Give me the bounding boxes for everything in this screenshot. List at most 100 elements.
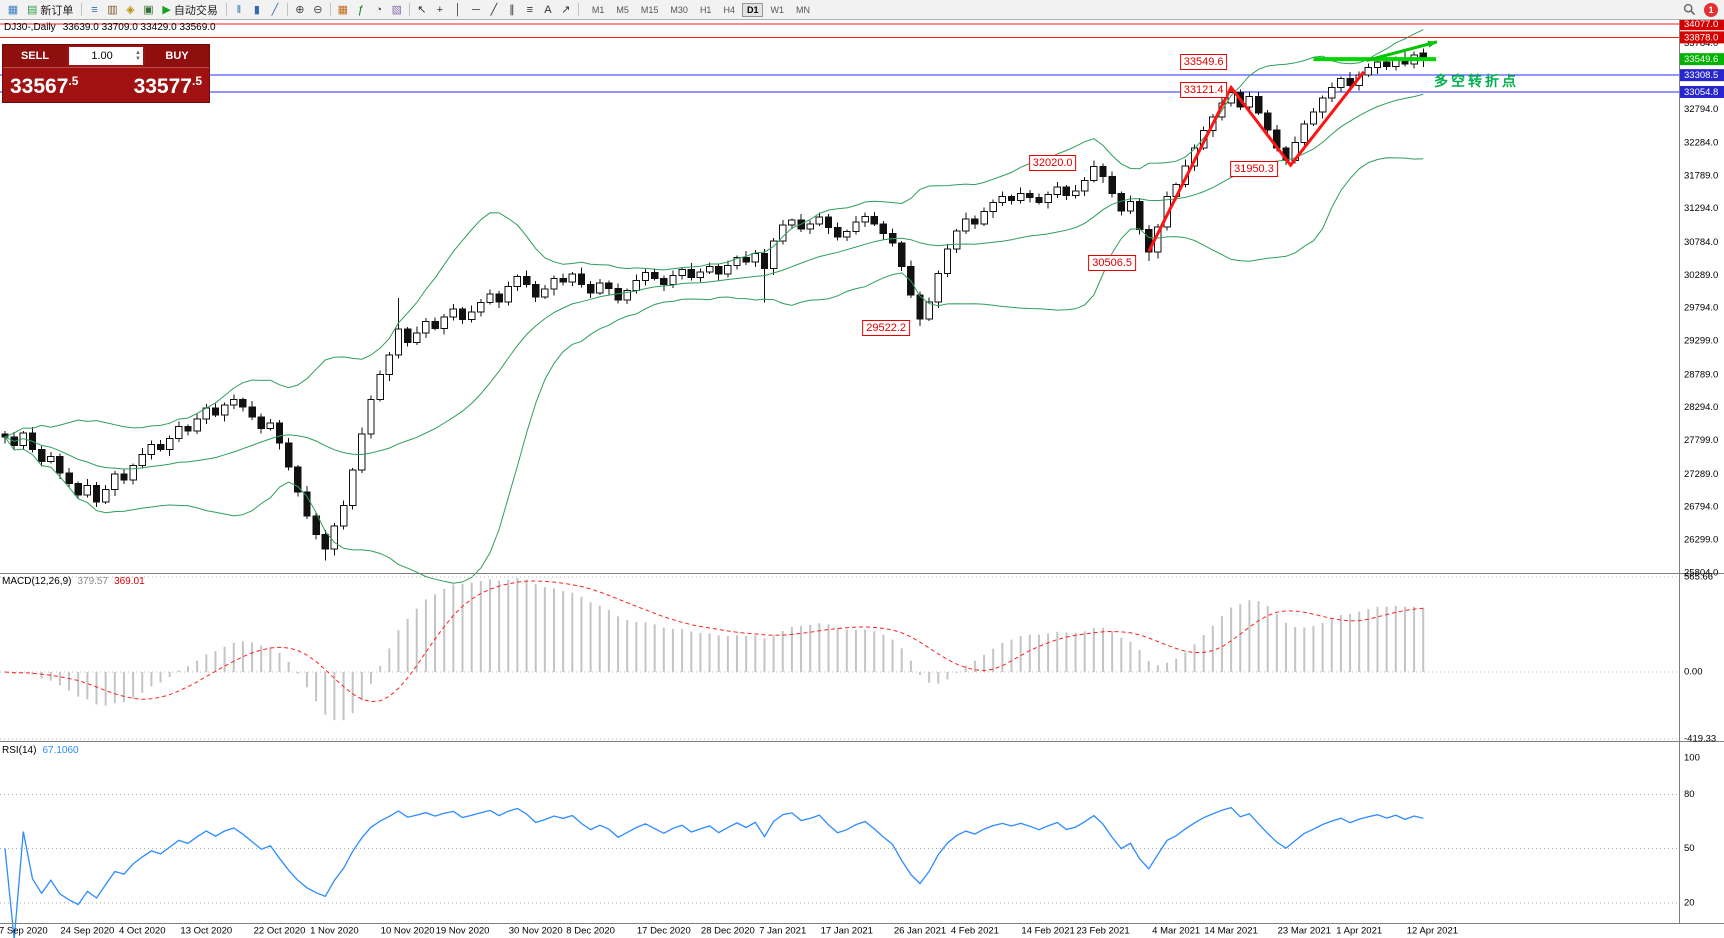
- autotrading-button[interactable]: ▶ 自动交易: [157, 1, 222, 19]
- timeframe-group: M1 M5 M15 M30 H1 H4 D1 W1 MN: [586, 2, 816, 17]
- navigator-icon[interactable]: ◈: [126, 3, 135, 16]
- price-axis-label: 29794.0: [1684, 303, 1718, 314]
- timeframe-w1[interactable]: W1: [770, 4, 784, 15]
- crosshair-icon[interactable]: +: [436, 3, 444, 16]
- templates-icon[interactable]: ▧: [391, 3, 403, 16]
- price-axis-label: 32284.0: [1684, 138, 1718, 149]
- macd-axis-label: 565.66: [1684, 572, 1713, 583]
- arrows-icon[interactable]: ↗: [561, 3, 571, 16]
- price-tag: [1680, 18, 1724, 31]
- candlestick-chart-icon[interactable]: ▮: [253, 3, 260, 16]
- tile-windows-icon[interactable]: ▦: [337, 3, 349, 16]
- rsi-pane: [0, 793, 1679, 938]
- horizontal-line-icon[interactable]: ─: [471, 3, 480, 16]
- date-axis-label: 14 Feb 2021: [1021, 926, 1074, 937]
- timeframe-d1[interactable]: D1: [741, 2, 764, 17]
- date-axis-label: 14 Mar 2021: [1204, 926, 1257, 937]
- timeframe-h4[interactable]: H4: [723, 4, 735, 15]
- timeframe-m1[interactable]: M1: [591, 4, 605, 15]
- date-axis-label: 8 Dec 2020: [566, 926, 615, 937]
- toolbar-right: 1: [1680, 2, 1720, 18]
- zoom-out-icon[interactable]: ⊖: [313, 3, 323, 16]
- price-axis-label: 32794.0: [1684, 104, 1718, 115]
- terminal-icon[interactable]: ▣: [143, 3, 154, 16]
- autotrading-button-label: 自动交易: [173, 4, 218, 17]
- periods-icon[interactable]: ◔: [375, 3, 383, 16]
- indicators-icon[interactable]: ƒ: [357, 3, 364, 16]
- date-axis-label: 19 Nov 2020: [436, 926, 490, 937]
- price-axis-label: 31789.0: [1684, 170, 1718, 181]
- chart-title: DJ30-,Daily 33639.0 33709.0 33429.0 33569…: [4, 22, 216, 33]
- price-tag-value: 34077.0: [1684, 19, 1718, 30]
- date-axis-label: 22 Oct 2020: [254, 926, 306, 937]
- bollinger-upper: [4, 29, 1424, 438]
- volume-stepper[interactable]: 1.00 ▲ ▼: [69, 47, 143, 65]
- new-order-button-label: 新订单: [40, 4, 74, 17]
- new-chart-icon[interactable]: ▦: [7, 3, 19, 16]
- date-axis-label: 4 Oct 2020: [119, 926, 165, 937]
- line-chart-icon[interactable]: ╱: [271, 3, 279, 16]
- macd-axis-label: -419.33: [1684, 734, 1716, 745]
- bar-chart-icon[interactable]: ‖: [236, 3, 242, 16]
- toolbar-separator: [577, 3, 579, 16]
- market-watch-icon[interactable]: ≡: [91, 3, 98, 16]
- text-icon[interactable]: A: [544, 3, 552, 16]
- timeframe-mn[interactable]: MN: [795, 4, 810, 15]
- volume-value[interactable]: 1.00: [91, 50, 113, 62]
- channel-icon[interactable]: ∥: [509, 3, 515, 16]
- zoom-in-icon[interactable]: ⊕: [295, 3, 305, 16]
- up-arrow: [1366, 40, 1438, 62]
- date-axis-label: 1 Apr 2021: [1336, 926, 1382, 937]
- price-tag: [1680, 31, 1724, 44]
- data-window-icon[interactable]: ▥: [107, 3, 118, 16]
- volume-up-icon[interactable]: ▲: [135, 50, 141, 56]
- bollinger-lower: [4, 157, 1424, 584]
- sell-price[interactable]: 33567.5: [10, 74, 79, 98]
- buy-price[interactable]: 33577.5: [133, 74, 202, 98]
- price-tag-value: 33054.8: [1684, 87, 1718, 98]
- buy-button[interactable]: BUY: [145, 45, 209, 67]
- volume-spin-arrows[interactable]: ▲ ▼: [135, 50, 143, 62]
- toolbar: ▦ ▤ 新订单 ≡ ▥ ◈ ▣ ▶ 自动交易 ‖ ▮ ╱ ⊕ ⊖ ▦ ƒ ◔ ▧ ↖ + │ ─ ╱ ∥ ≡ A ↗ M1 M5 M15…: [0, 0, 1724, 20]
- volume-down-icon[interactable]: ▼: [135, 56, 141, 62]
- date-axis-label: 12 Apr 2021: [1407, 926, 1458, 937]
- cursor-icon[interactable]: ↖: [417, 3, 427, 16]
- up-arrow-head: [1427, 40, 1437, 48]
- toolbar-separator: [408, 3, 410, 16]
- price-axis-label: 33784.0: [1684, 38, 1718, 49]
- timeframe-m15[interactable]: M15: [640, 4, 659, 15]
- rsi-indicator-label: RSI(14) 67.1060: [2, 745, 79, 756]
- price-axis-label: 26299.0: [1684, 534, 1718, 545]
- rsi-axis-label: 50: [1684, 843, 1695, 854]
- price-tag-value: 33549.6: [1684, 54, 1718, 65]
- vertical-line-icon[interactable]: │: [454, 3, 462, 16]
- price-axis-label: 29299.0: [1684, 336, 1718, 347]
- date-axis-label: 23 Mar 2021: [1278, 926, 1331, 937]
- sell-button[interactable]: SELL: [3, 45, 67, 67]
- price-tag: [1680, 85, 1724, 98]
- date-axis-label: 13 Oct 2020: [180, 926, 232, 937]
- new-order-button[interactable]: ▤ 新订单: [22, 1, 78, 19]
- price-axis-label: 25804.0: [1684, 567, 1718, 578]
- search-icon[interactable]: [1680, 2, 1698, 18]
- timeframe-h1[interactable]: H1: [699, 4, 712, 15]
- timeframe-m5[interactable]: M5: [616, 4, 629, 15]
- notification-badge[interactable]: 1: [1704, 2, 1718, 17]
- price-axis-label: 27799.0: [1684, 435, 1718, 446]
- fibonacci-icon[interactable]: ≡: [526, 3, 534, 16]
- rsi-axis-label: 20: [1684, 898, 1695, 909]
- date-axis-label: 28 Dec 2020: [701, 926, 755, 937]
- price-axis: 33784.0 32794.0 32284.0 31789.0 31294.0 30784…: [1680, 18, 1724, 909]
- date-axis-label: 4 Feb 2021: [951, 926, 999, 937]
- macd-axis-label: 0.00: [1684, 667, 1703, 678]
- price-axis-label: 26794.0: [1684, 502, 1718, 513]
- date-axis-label: 17 Jan 2021: [821, 926, 873, 937]
- trendline-icon[interactable]: ╱: [490, 3, 498, 16]
- macd-pane: [0, 576, 1679, 740]
- date-axis-label: 7 Sep 2020: [0, 926, 48, 937]
- frame: [0, 20, 1724, 924]
- price-axis-label: 27289.0: [1684, 469, 1718, 480]
- timeframe-m30[interactable]: M30: [670, 4, 688, 15]
- candlestick-series: [1, 48, 1427, 561]
